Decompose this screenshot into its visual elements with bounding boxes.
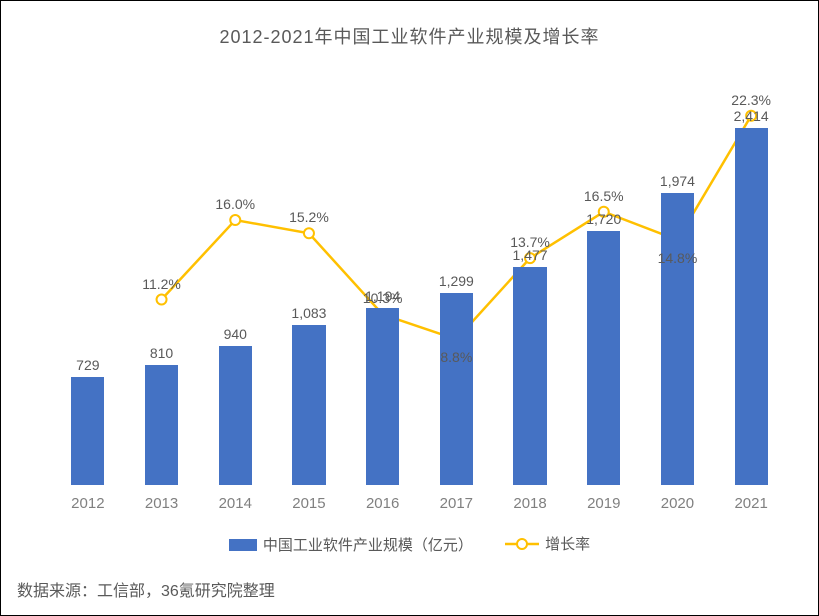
data-source: 数据来源：工信部，36氪研究院整理 bbox=[17, 577, 275, 601]
bar-value-label: 1,720 bbox=[564, 211, 644, 227]
plot-area: 7292012810201394020141,08320151,19420161… bbox=[51, 71, 788, 485]
legend-line-swatch bbox=[505, 537, 539, 551]
x-axis-label: 2020 bbox=[637, 495, 717, 512]
legend-bar-label: 中国工业软件产业规模（亿元） bbox=[263, 534, 473, 555]
bar bbox=[661, 193, 694, 485]
x-axis-label: 2018 bbox=[490, 495, 570, 512]
bar-value-label: 1,299 bbox=[416, 273, 496, 289]
bar-value-label: 2,414 bbox=[711, 108, 791, 124]
growth-value-label: 13.7% bbox=[490, 234, 570, 250]
x-axis-label: 2019 bbox=[564, 495, 644, 512]
chart-title: 2012-2021年中国工业软件产业规模及增长率 bbox=[1, 1, 818, 49]
growth-value-label: 16.0% bbox=[195, 196, 275, 212]
chart-container: 2012-2021年中国工业软件产业规模及增长率 729201281020139… bbox=[0, 0, 819, 616]
x-axis-label: 2016 bbox=[343, 495, 423, 512]
growth-marker bbox=[230, 215, 240, 225]
legend: 中国工业软件产业规模（亿元） 增长率 bbox=[1, 533, 818, 555]
legend-item-line: 增长率 bbox=[505, 533, 590, 554]
growth-value-label: 15.2% bbox=[269, 209, 349, 225]
growth-marker bbox=[157, 295, 167, 305]
growth-value-label: 16.5% bbox=[564, 188, 644, 204]
legend-item-bar: 中国工业软件产业规模（亿元） bbox=[229, 534, 473, 555]
x-axis-label: 2021 bbox=[711, 495, 791, 512]
bar-value-label: 810 bbox=[122, 345, 202, 361]
bar-value-label: 1,083 bbox=[269, 305, 349, 321]
growth-value-label: 11.2% bbox=[122, 276, 202, 292]
growth-value-label: 22.3% bbox=[711, 92, 791, 108]
bar-value-label: 1,974 bbox=[637, 173, 717, 189]
legend-bar-swatch bbox=[229, 539, 257, 551]
bar bbox=[587, 231, 620, 485]
bar bbox=[292, 325, 325, 485]
bar bbox=[219, 346, 252, 485]
bar-value-label: 729 bbox=[48, 357, 128, 373]
x-axis-label: 2014 bbox=[195, 495, 275, 512]
bar bbox=[735, 128, 768, 485]
x-axis-label: 2015 bbox=[269, 495, 349, 512]
growth-value-label: 8.8% bbox=[416, 349, 496, 365]
bar-value-label: 940 bbox=[195, 326, 275, 342]
bar bbox=[440, 293, 473, 485]
bar bbox=[366, 308, 399, 485]
bar bbox=[513, 267, 546, 485]
growth-value-label: 10.3% bbox=[343, 290, 423, 306]
x-axis-label: 2012 bbox=[48, 495, 128, 512]
x-axis-label: 2013 bbox=[122, 495, 202, 512]
growth-marker bbox=[304, 228, 314, 238]
bar bbox=[71, 377, 104, 485]
bar bbox=[145, 365, 178, 485]
x-axis-label: 2017 bbox=[416, 495, 496, 512]
growth-value-label: 14.8% bbox=[637, 250, 717, 266]
legend-line-label: 增长率 bbox=[545, 533, 590, 554]
